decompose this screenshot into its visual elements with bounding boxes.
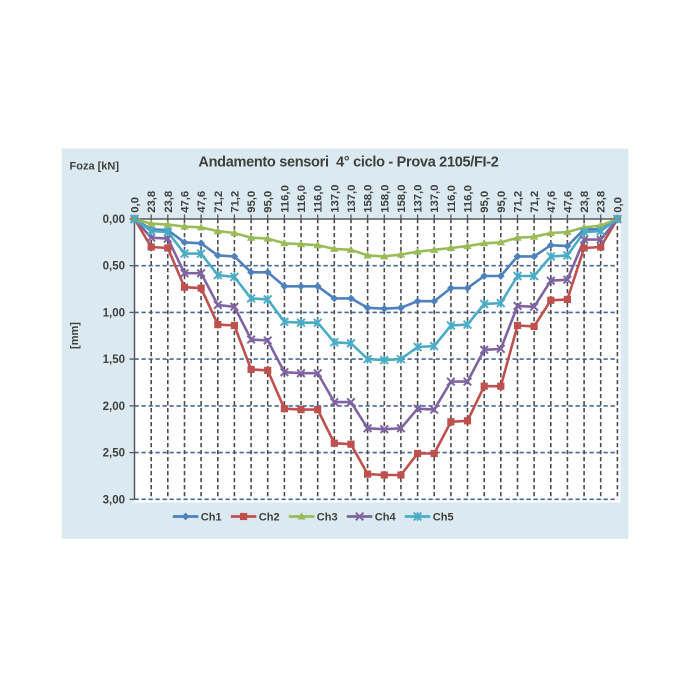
svg-text:137,0: 137,0 xyxy=(346,185,358,213)
svg-text:0,00: 0,00 xyxy=(103,214,125,226)
svg-text:Ch1: Ch1 xyxy=(201,512,222,524)
svg-text:116,0: 116,0 xyxy=(463,185,475,213)
svg-text:0,50: 0,50 xyxy=(103,261,125,273)
svg-text:158,0: 158,0 xyxy=(363,185,375,213)
svg-text:0,0: 0,0 xyxy=(130,197,142,213)
svg-text:1,00: 1,00 xyxy=(103,307,125,319)
svg-text:47,6: 47,6 xyxy=(546,191,558,213)
svg-text:47,6: 47,6 xyxy=(196,191,208,213)
svg-text:95,0: 95,0 xyxy=(496,191,508,213)
svg-text:116,0: 116,0 xyxy=(279,185,291,213)
svg-text:137,0: 137,0 xyxy=(429,185,441,213)
svg-text:158,0: 158,0 xyxy=(396,185,408,213)
svg-text:Ch4: Ch4 xyxy=(375,512,397,524)
svg-text:23,8: 23,8 xyxy=(163,191,175,213)
svg-text:Ch2: Ch2 xyxy=(259,512,280,524)
svg-text:47,6: 47,6 xyxy=(562,191,574,213)
svg-text:2,50: 2,50 xyxy=(103,448,125,460)
svg-text:23,8: 23,8 xyxy=(146,191,158,213)
svg-text:Ch3: Ch3 xyxy=(317,512,338,524)
svg-text:71,2: 71,2 xyxy=(229,191,241,213)
svg-text:95,0: 95,0 xyxy=(246,191,258,213)
svg-text:Foza [kN]: Foza [kN] xyxy=(70,161,120,173)
svg-text:2,00: 2,00 xyxy=(103,401,125,413)
svg-text:71,2: 71,2 xyxy=(213,191,225,213)
svg-text:23,8: 23,8 xyxy=(596,191,608,213)
svg-text:116,0: 116,0 xyxy=(446,185,458,213)
svg-text:1,50: 1,50 xyxy=(103,354,125,366)
svg-text:0,0: 0,0 xyxy=(612,197,624,213)
svg-text:23,8: 23,8 xyxy=(579,191,591,213)
svg-text:95,0: 95,0 xyxy=(263,191,275,213)
svg-text:116,0: 116,0 xyxy=(313,185,325,213)
svg-text:71,2: 71,2 xyxy=(529,191,541,213)
svg-text:158,0: 158,0 xyxy=(379,185,391,213)
svg-text:Andamento sensori 4° ciclo -: Andamento sensori 4° ciclo - Prova 2105/… xyxy=(198,155,498,171)
svg-text:47,6: 47,6 xyxy=(180,191,192,213)
svg-text:137,0: 137,0 xyxy=(413,185,425,213)
svg-text:116,0: 116,0 xyxy=(296,185,308,213)
svg-text:Ch5: Ch5 xyxy=(433,512,454,524)
svg-text:71,2: 71,2 xyxy=(513,191,525,213)
svg-text:3,00: 3,00 xyxy=(103,494,125,506)
svg-text:[mm]: [mm] xyxy=(69,322,81,349)
svg-text:137,0: 137,0 xyxy=(329,185,341,213)
svg-text:95,0: 95,0 xyxy=(479,191,491,213)
